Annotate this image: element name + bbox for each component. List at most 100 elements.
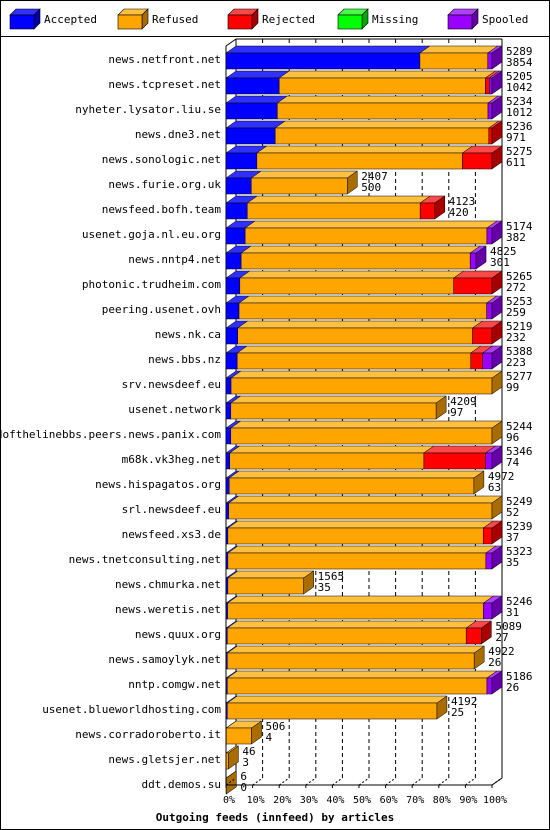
category-label: news.hispagatos.org — [95, 478, 221, 491]
bar-front-face — [488, 127, 493, 145]
x-tick-label: 60% — [380, 795, 398, 806]
bar-segment-refused — [236, 320, 484, 345]
bar-accepted-label: 97 — [450, 406, 463, 419]
bar-top-face — [229, 395, 447, 404]
bar-front-face — [482, 352, 493, 370]
bar-front-face — [227, 577, 304, 595]
bar-front-face — [225, 527, 229, 545]
bar-top-face — [246, 195, 431, 204]
bar-segment-refused — [226, 595, 495, 620]
bar-accepted-label: 223 — [506, 356, 526, 369]
bar-front-face — [465, 627, 482, 645]
bar-front-face — [225, 252, 242, 270]
bar-side-face — [251, 720, 262, 745]
bar-front-face — [225, 502, 229, 520]
bar-segment-refused — [278, 70, 497, 95]
category-label: photonic.trudheim.com — [82, 278, 221, 291]
bar-accepted-label: 37 — [506, 531, 519, 544]
bar-front-face — [453, 277, 493, 295]
bar-front-face — [226, 727, 252, 745]
bar-front-face — [230, 377, 493, 395]
bar-front-face — [225, 452, 230, 470]
bar-accepted-label: 35 — [506, 556, 519, 569]
legend-swatch — [227, 14, 253, 30]
legend-label: Rejected — [262, 13, 315, 26]
bar-front-face — [487, 52, 493, 70]
bar-total-label: 46 — [242, 745, 255, 758]
bar-accepted-label: 99 — [506, 381, 519, 394]
bar-segment-accepted — [225, 70, 290, 95]
bar-side-face — [434, 195, 446, 220]
bar-segment-refused — [228, 470, 485, 495]
bar-total-label: 5205 — [506, 70, 533, 83]
bar-front-face — [227, 527, 484, 545]
bar-side-face — [491, 45, 503, 70]
x-tick-label: 10% — [247, 795, 265, 806]
bar-total-label: 5186 — [506, 670, 533, 683]
bar-total-label: 5244 — [506, 420, 533, 433]
bar-segment-refused — [230, 370, 503, 395]
bar-front-face — [225, 477, 230, 495]
bar-accepted-label: 259 — [506, 306, 526, 319]
bar-front-face — [486, 227, 493, 245]
bar-front-face — [277, 102, 489, 120]
bar-top-face — [226, 670, 498, 679]
bar-top-face — [227, 545, 497, 554]
category-label: endofthelinebbs.peers.news.panix.com — [0, 428, 221, 441]
bar-front-face — [227, 602, 484, 620]
bar-top-face — [226, 645, 485, 654]
bar-segment-refused — [250, 170, 359, 195]
bar-side-face — [491, 495, 503, 520]
category-label: newsfeed.xs3.de — [122, 528, 221, 541]
legend-swatch — [117, 14, 143, 30]
category-label: newsfeed.bofh.team — [102, 203, 222, 216]
bar-top-face — [256, 145, 474, 154]
bar-front-face — [251, 177, 348, 195]
category-label: news.tnetconsulting.net — [69, 553, 221, 566]
bar-accepted-label: 232 — [506, 331, 526, 344]
category-label: news.gletsjer.net — [108, 753, 221, 766]
bar-accepted-label: 31 — [506, 606, 519, 619]
bar-accepted-label: 25 — [451, 706, 464, 719]
bar-front-face — [227, 677, 488, 695]
legend-label: Accepted — [44, 13, 97, 26]
x-tick-label: 40% — [326, 795, 344, 806]
bar-total-label: 4922 — [488, 645, 514, 658]
category-label: srv.newsdeef.eu — [122, 378, 221, 391]
bar-top-face — [226, 595, 495, 604]
bar-side-face — [473, 470, 485, 495]
bar-total-label: 4192 — [451, 695, 478, 708]
bar-front-face — [225, 552, 229, 570]
bar-front-face — [256, 152, 463, 170]
bar-segment-refused — [236, 345, 482, 370]
bar-top-face — [225, 45, 431, 54]
bar-top-face — [227, 570, 315, 579]
bar-total-label: 5346 — [506, 445, 533, 458]
bar-front-face — [225, 352, 238, 370]
bar-segment-refused — [227, 495, 503, 520]
bar-accepted-label: 500 — [361, 181, 381, 194]
bar-segment-refused — [274, 120, 500, 145]
bar-side-face — [491, 545, 503, 570]
bar-segment-refused — [246, 195, 431, 220]
bar-segment-refused — [276, 95, 499, 120]
category-label: news.netfront.net — [108, 53, 221, 66]
bar-total-label: 6 — [240, 770, 247, 783]
bar-front-face — [227, 652, 475, 670]
legend-item-spooled: Spooled — [447, 8, 528, 30]
bar-front-face — [225, 102, 278, 120]
x-tick-label: 20% — [273, 795, 291, 806]
category-label: nyheter.lysator.liu.se — [75, 103, 221, 116]
x-tick-label: 30% — [300, 795, 318, 806]
